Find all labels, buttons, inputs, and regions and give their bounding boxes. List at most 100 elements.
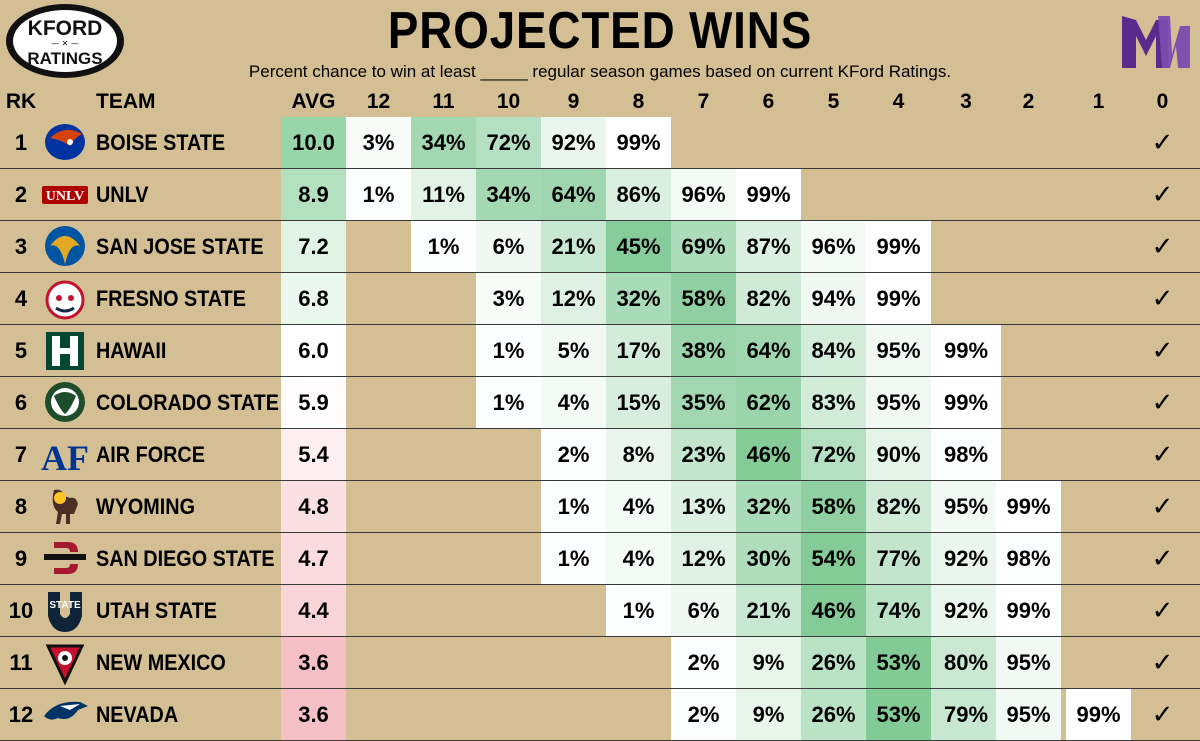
win-5-cell: 72% [801,429,866,480]
win-9-cell: 21% [541,221,606,272]
logo-mid-text: — ✕ — [51,39,79,48]
team-name-cell: UNLV [96,169,281,220]
avg-wins-cell: 4.7 [281,533,346,584]
hdr-avg: AVG [291,90,336,113]
team-name: HAWAII [96,338,167,363]
win-3-cell: 98% [931,429,1001,480]
win-8-cell: 4% [606,533,671,584]
unlv-logo [42,186,88,204]
avg-wins-cell: 7.2 [281,221,346,272]
win-2-cell [996,377,1061,428]
rank-cell: 7 [14,442,28,467]
win-11-cell [411,533,476,584]
win-11-cell [411,481,476,532]
win-0-checkmark: ✓ [1151,179,1174,209]
win-1-cell [1066,325,1131,376]
win-4-cell: 53% [866,637,931,688]
win-7-cell: 69% [671,221,736,272]
win-6-cell: 62% [736,377,801,428]
mountain-west-logo: MW [1122,16,1190,68]
win-10-cell [476,481,541,532]
hdr-rk: RK [5,90,37,113]
win-2-cell: 99% [996,481,1061,532]
win-6-cell: 46% [736,429,801,480]
win-9-cell [541,689,606,740]
win-3-cell: 79% [931,689,1001,740]
avg-wins-cell: 10.0 [281,117,346,168]
avg-wins-cell: 8.9 [281,169,346,220]
win-7-cell: 2% [671,637,736,688]
team-name-cell: AIR FORCE [96,429,281,480]
win-10-cell: 6% [476,221,541,272]
utah-state-logo [48,592,82,632]
team-name: COLORADO STATE [96,390,279,415]
win-7-cell: 12% [671,533,736,584]
win-0-checkmark: ✓ [1151,335,1174,365]
team-name: BOISE STATE [96,130,226,155]
win-12-cell [346,273,411,324]
rank-cell: 8 [14,494,28,519]
avg-wins-cell: 4.4 [281,585,346,636]
win-2-cell: 95% [996,689,1061,740]
table-row: 6 COLORADO STATE 5.9 1% 4% 15% 35% 62% 83% 95% 99%… [0,377,1200,429]
win-10-cell: 72% [476,117,541,168]
win-4-cell: 99% [866,221,931,272]
win-12-cell [346,585,411,636]
win-8-cell: 8% [606,429,671,480]
win-6-cell: 64% [736,325,801,376]
win-9-cell: 2% [541,429,606,480]
win-10-cell: 34% [476,169,541,220]
hdr-5: 5 [827,90,840,113]
win-7-cell: 6% [671,585,736,636]
rank-cell: 9 [14,546,28,571]
win-8-cell: 99% [606,117,671,168]
win-5-cell [801,169,866,220]
team-name-cell: UTAH STATE [96,585,281,636]
avg-wins-cell: 6.8 [281,273,346,324]
win-12-cell [346,481,411,532]
win-12-cell [346,221,411,272]
win-6-cell: 82% [736,273,801,324]
win-5-cell: 94% [801,273,866,324]
win-12-cell: 3% [346,117,411,168]
win-10-cell: 1% [476,325,541,376]
avg-wins-cell: 3.6 [281,689,346,740]
win-7-cell: 23% [671,429,736,480]
avg-wins-cell: 3.6 [281,637,346,688]
win-1-cell [1066,637,1131,688]
win-3-cell [931,117,1001,168]
hdr-11: 11 [432,90,455,113]
win-5-cell: 83% [801,377,866,428]
rank-cell: 3 [14,234,28,259]
win-9-cell [541,637,606,688]
win-1-cell [1066,169,1131,220]
hdr-9: 9 [567,90,580,113]
win-8-cell: 32% [606,273,671,324]
win-9-cell: 5% [541,325,606,376]
avg-wins-cell: 6.0 [281,325,346,376]
team-name: NEVADA [96,702,179,727]
win-9-cell [541,585,606,636]
win-7-cell [671,117,736,168]
hdr-1: 1 [1092,90,1105,113]
fresno-state-logo [45,280,85,320]
win-10-cell [476,533,541,584]
win-3-cell: 80% [931,637,1001,688]
win-11-cell [411,689,476,740]
win-12-cell [346,429,411,480]
rank-cell: 4 [14,286,28,311]
rank-cell: 6 [14,390,28,415]
win-2-cell [996,325,1061,376]
win-2-cell [996,429,1061,480]
table-row: 5 HAWAII 6.0 1% 5% 17% 38% 64% 84% 95% 99% ✓ [0,325,1200,377]
team-name-cell: COLORADO STATE [96,377,281,428]
win-5-cell: 54% [801,533,866,584]
win-0-checkmark: ✓ [1151,231,1174,261]
table-row: 2 UNLV 8.9 1% 11% 34% 64% 86% 96% 99% ✓ [0,169,1200,221]
win-12-cell [346,533,411,584]
win-8-cell [606,689,671,740]
boise-state-logo [45,124,85,160]
win-4-cell: 95% [866,325,931,376]
win-5-cell: 96% [801,221,866,272]
san-diego-state-logo [44,542,86,574]
